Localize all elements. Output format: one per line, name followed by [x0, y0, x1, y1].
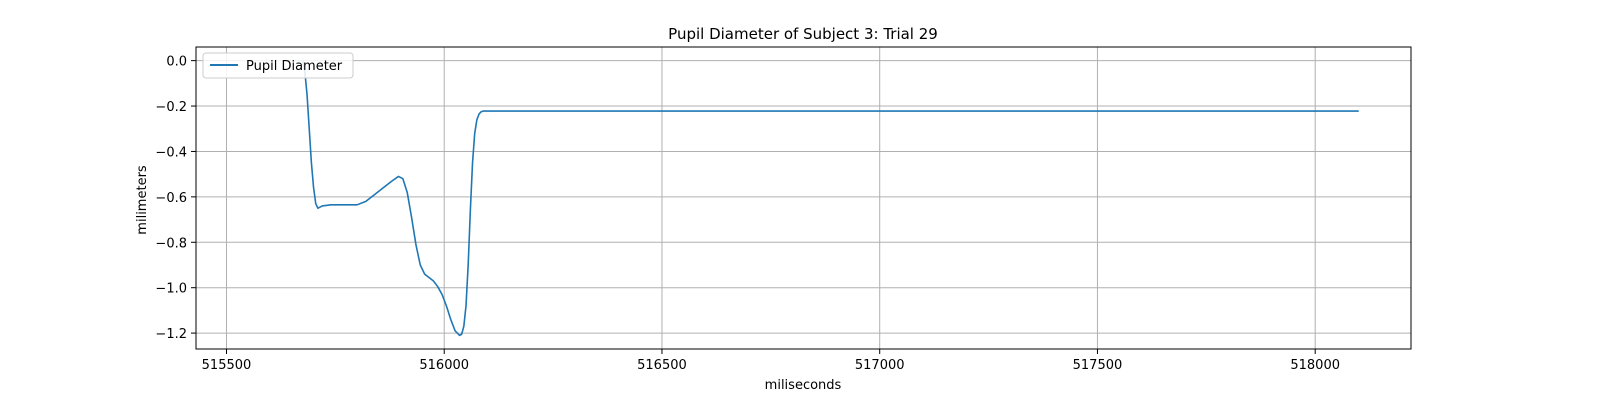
legend-box [202, 52, 354, 79]
y-tick-label: −1.2 [155, 327, 187, 342]
plot-frame [195, 46, 1412, 350]
y-tick-label: −0.2 [155, 100, 187, 115]
chart-title: Pupil Diameter of Subject 3: Trial 29 [668, 25, 938, 43]
x-axis: 515500 516000 516500 517000 517500 518000 [202, 349, 1340, 373]
y-axis: 0.0 −0.2 −0.4 −0.6 −0.8 −1.0 −1.2 [155, 55, 196, 342]
x-tick-label: 517000 [855, 358, 905, 373]
x-tick-label: 518000 [1290, 358, 1340, 373]
x-axis-label: miliseconds [765, 378, 842, 393]
y-tick-label: −0.6 [155, 191, 187, 206]
x-tick-label: 515500 [202, 358, 252, 373]
y-tick-label: −0.8 [155, 236, 187, 251]
y-axis-label: milimeters [135, 165, 150, 235]
x-tick-label: 516000 [419, 358, 469, 373]
legend: Pupil Diameter [202, 52, 354, 79]
x-tick-label: 517500 [1073, 358, 1123, 373]
y-tick-label: −1.0 [155, 282, 187, 297]
y-tick-label: −0.4 [155, 145, 187, 160]
series-layer [301, 60, 1359, 337]
grid [196, 47, 1411, 349]
series-line-pupil-diameter [301, 60, 1359, 337]
y-tick-label: 0.0 [166, 55, 187, 70]
legend-label-pupil-diameter: Pupil Diameter [246, 59, 343, 74]
x-tick-label: 516500 [637, 358, 687, 373]
